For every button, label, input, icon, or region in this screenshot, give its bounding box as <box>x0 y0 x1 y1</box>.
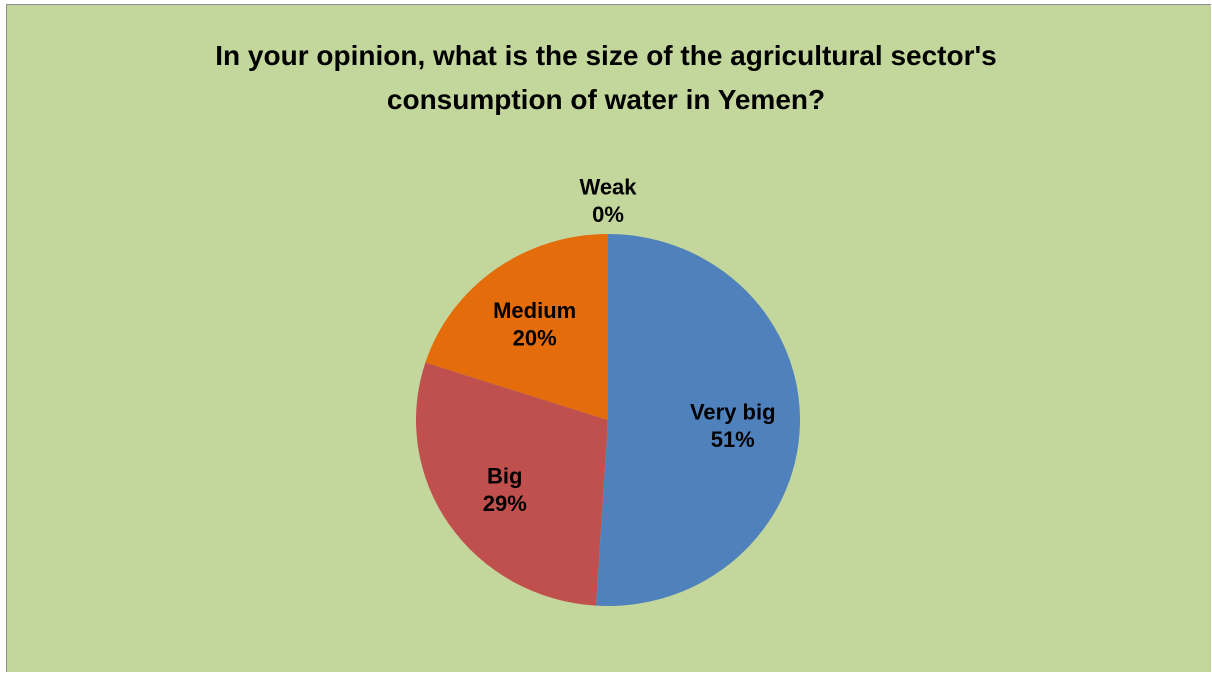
data-label: Medium 20% <box>493 298 576 351</box>
pie-slice <box>425 234 608 420</box>
pie-slice <box>416 362 608 606</box>
data-label: Very big 51% <box>690 399 776 452</box>
category-label: Medium <box>493 298 576 323</box>
chart-title: In your opinion, what is the size of the… <box>215 40 997 115</box>
data-label: Big 29% <box>483 464 527 517</box>
category-label: Very big <box>690 399 776 424</box>
value-label: 0% <box>592 202 624 227</box>
value-label: 20% <box>513 325 557 350</box>
data-label: Weak 0% <box>579 174 637 227</box>
value-label: 51% <box>711 427 755 452</box>
pie-slice <box>595 234 800 606</box>
category-label: Weak <box>579 174 637 199</box>
value-label: 29% <box>483 491 527 516</box>
category-label: Big <box>487 464 522 489</box>
